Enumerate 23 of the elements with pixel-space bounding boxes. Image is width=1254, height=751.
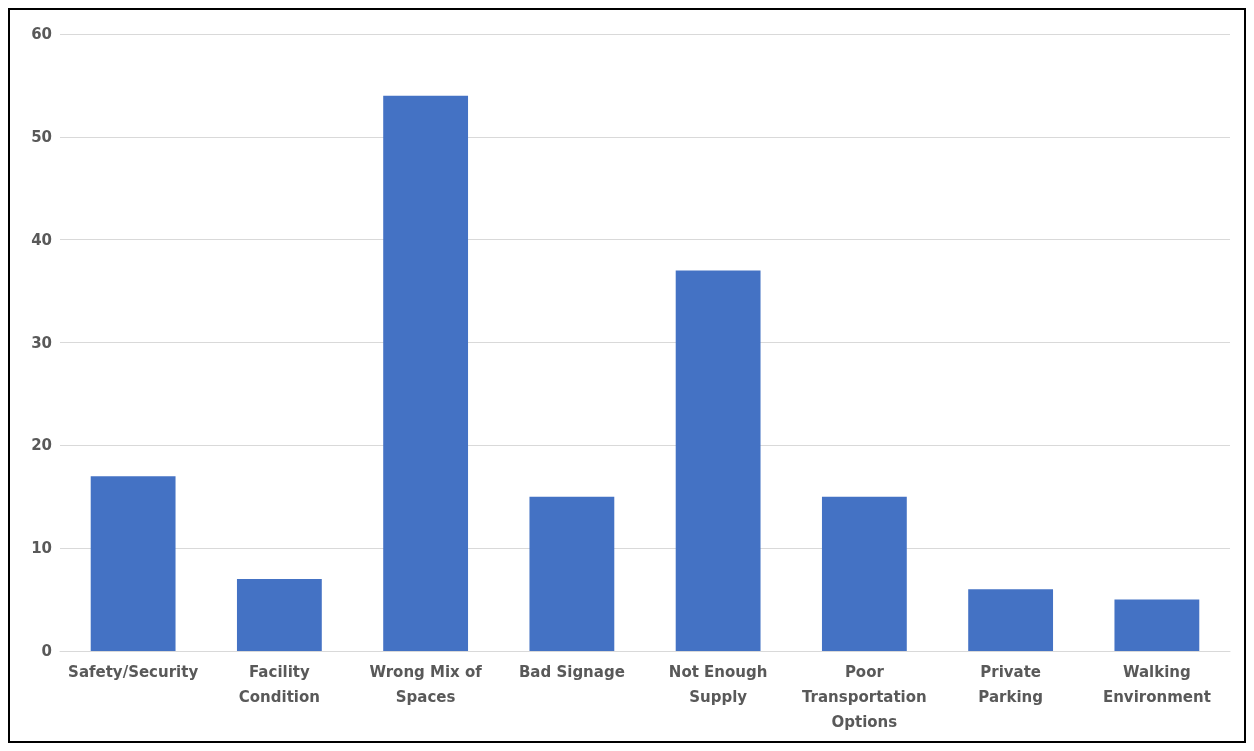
bar — [236, 579, 322, 651]
bar — [529, 496, 615, 651]
bar — [1114, 599, 1200, 651]
x-tick-label: Bad Signage — [518, 662, 625, 681]
bar — [821, 496, 907, 651]
bar — [383, 95, 469, 651]
bar — [90, 476, 176, 651]
x-tick-label: Wrong Mix of Spaces — [369, 662, 483, 706]
x-tick-label: Poor Transportation Options — [802, 662, 927, 731]
x-tick-label: Facility Condition — [238, 662, 320, 706]
x-tick-label: Private Parking — [978, 662, 1043, 706]
bar — [968, 589, 1054, 651]
y-tick-label: 10 — [31, 539, 52, 558]
y-tick-label: 60 — [31, 25, 52, 43]
y-tick-label: 30 — [31, 333, 52, 352]
x-tick-label: Walking Environment — [1102, 662, 1211, 706]
y-tick-label: 40 — [31, 230, 52, 249]
y-tick-label: 50 — [31, 127, 52, 146]
y-tick-label: 20 — [31, 436, 52, 455]
x-tick-label: Not Enough Supply — [668, 662, 768, 706]
y-tick-label: 0 — [41, 642, 52, 660]
x-tick-label: Safety/Security — [68, 662, 199, 681]
bar — [675, 270, 761, 651]
